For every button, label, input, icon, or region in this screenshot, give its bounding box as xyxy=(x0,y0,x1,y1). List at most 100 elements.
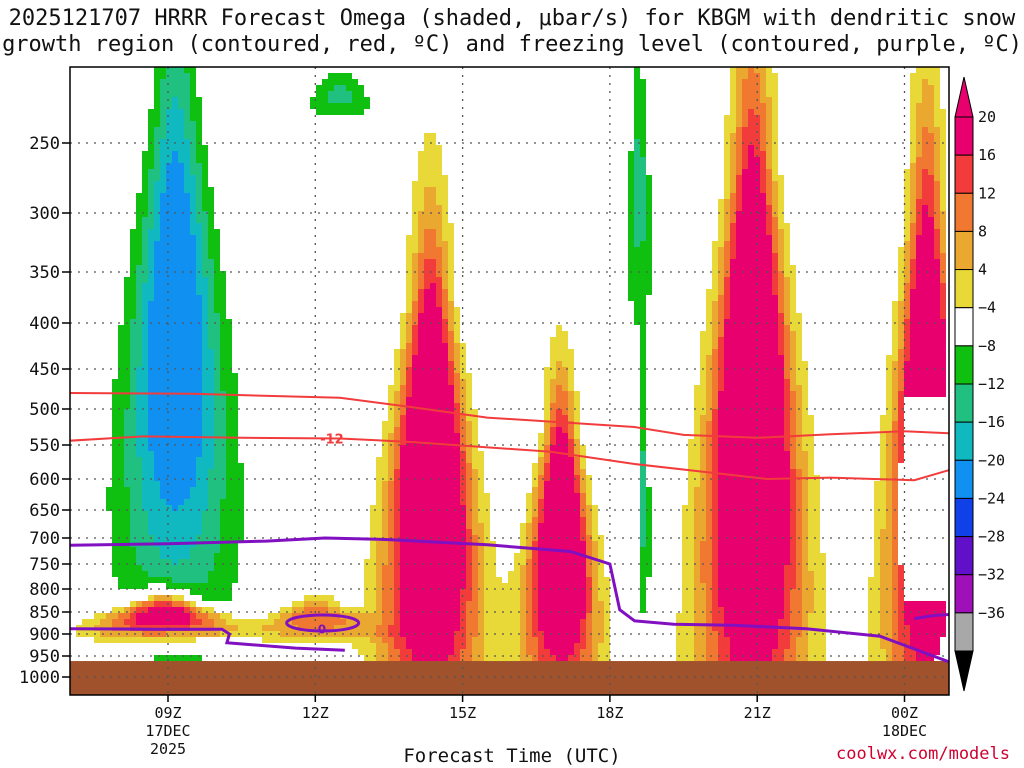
omega-cell xyxy=(778,265,784,271)
omega-cell xyxy=(412,307,418,313)
omega-cell xyxy=(706,655,718,661)
colorbar-swatch xyxy=(954,192,974,232)
omega-cell xyxy=(466,553,472,559)
omega-cell xyxy=(874,571,880,577)
omega-cell xyxy=(526,571,532,577)
omega-cell xyxy=(418,325,442,331)
omega-cell xyxy=(898,457,904,463)
omega-cell xyxy=(790,559,796,565)
omega-cell xyxy=(436,265,442,271)
omega-cell xyxy=(148,523,202,529)
omega-cell xyxy=(184,163,190,169)
omega-cell xyxy=(934,193,940,199)
omega-cell xyxy=(904,253,910,259)
omega-cell xyxy=(562,409,568,415)
omega-cell xyxy=(178,559,214,565)
omega-cell xyxy=(124,433,136,439)
omega-cell xyxy=(730,229,736,235)
omega-cell xyxy=(796,523,802,529)
omega-cell xyxy=(412,181,448,187)
omega-cell xyxy=(136,373,148,379)
omega-cell xyxy=(892,589,898,595)
omega-cell xyxy=(892,559,898,565)
omega-cell xyxy=(166,109,184,115)
omega-cell xyxy=(334,85,346,91)
omega-cell xyxy=(544,637,580,643)
omega-cell xyxy=(202,313,208,319)
colorbar-label-5: −4 xyxy=(978,299,996,317)
omega-cell xyxy=(226,487,244,493)
omega-cell xyxy=(112,403,130,409)
omega-cell xyxy=(880,571,892,577)
omega-cell xyxy=(700,451,706,457)
omega-cell xyxy=(208,337,220,343)
omega-cell xyxy=(640,559,652,565)
omega-cell xyxy=(772,163,778,169)
omega-cell xyxy=(904,283,910,289)
omega-cell xyxy=(796,445,802,451)
omega-cell xyxy=(592,619,604,625)
omega-cell xyxy=(166,73,190,79)
omega-cell xyxy=(208,247,220,253)
omega-cell xyxy=(394,433,400,439)
omega-cell xyxy=(688,451,700,457)
omega-cell xyxy=(412,253,418,259)
omega-cell xyxy=(898,373,904,379)
omega-cell xyxy=(784,589,790,595)
omega-cell xyxy=(694,517,706,523)
omega-cell xyxy=(892,493,898,499)
omega-cell xyxy=(190,163,202,169)
omega-cell xyxy=(442,295,448,301)
omega-cell xyxy=(130,511,148,517)
omega-cell xyxy=(136,421,148,427)
omega-cell xyxy=(880,463,886,469)
omega-cell xyxy=(898,565,904,571)
omega-cell xyxy=(160,121,166,127)
omega-cell xyxy=(400,607,460,613)
omega-cell xyxy=(460,397,466,403)
omega-cell xyxy=(778,199,784,205)
omega-cell xyxy=(190,613,196,619)
omega-cell xyxy=(604,607,610,613)
omega-cell xyxy=(796,481,802,487)
omega-cell xyxy=(580,637,586,643)
omega-cell xyxy=(904,205,910,211)
omega-cell xyxy=(922,97,934,103)
y-tick-label-800: 800 xyxy=(29,580,60,600)
omega-cell xyxy=(694,553,700,559)
omega-cell xyxy=(406,259,412,265)
omega-cell xyxy=(718,427,784,433)
omega-cell xyxy=(574,397,580,403)
omega-cell xyxy=(922,205,928,211)
omega-cell xyxy=(136,205,148,211)
omega-cell xyxy=(790,595,802,601)
omega-cell xyxy=(892,487,898,493)
omega-cell xyxy=(568,379,574,385)
credit-link[interactable]: coolwx.com/models xyxy=(836,744,1010,764)
omega-cell xyxy=(700,577,712,583)
omega-cell xyxy=(748,109,754,115)
omega-cell xyxy=(448,367,454,373)
omega-cell xyxy=(742,133,760,139)
omega-cell xyxy=(880,547,892,553)
omega-cell xyxy=(142,499,166,505)
omega-cell xyxy=(364,571,376,577)
omega-cell xyxy=(796,583,802,589)
omega-cell xyxy=(904,367,946,373)
omega-cell xyxy=(202,337,208,343)
omega-cell xyxy=(400,343,406,349)
omega-cell xyxy=(142,493,160,499)
omega-cell xyxy=(724,313,730,319)
omega-cell xyxy=(784,379,790,385)
omega-cell xyxy=(208,211,214,217)
omega-cell xyxy=(388,511,394,517)
omega-cell xyxy=(802,403,808,409)
omega-cell xyxy=(202,607,214,613)
omega-cell xyxy=(478,577,484,583)
omega-cell xyxy=(304,601,328,607)
omega-cell xyxy=(442,307,448,313)
omega-cell xyxy=(796,553,802,559)
omega-cell xyxy=(148,187,154,193)
omega-cell xyxy=(736,151,742,157)
omega-cell xyxy=(700,439,706,445)
